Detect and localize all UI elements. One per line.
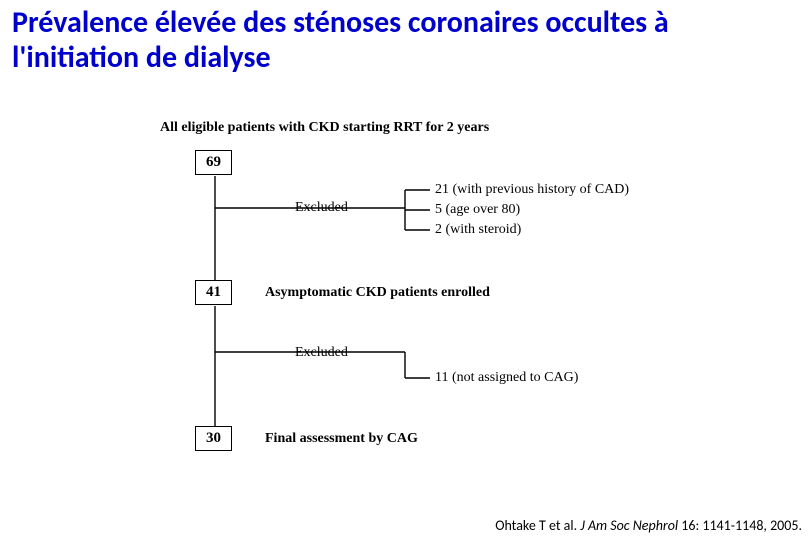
- citation: Ohtake T et al. J Am Soc Nephrol 16: 114…: [495, 517, 802, 534]
- citation-rest: 16: 1141-1148, 2005.: [678, 517, 802, 534]
- citation-journal: J Am Soc Nephrol: [580, 517, 678, 534]
- page-title: Prévalence élevée des sténoses coronaire…: [12, 6, 772, 75]
- flow-diagram: All eligible patients with CKD starting …: [145, 120, 675, 490]
- flow-lines: [145, 120, 675, 490]
- citation-author: Ohtake T et al.: [495, 517, 577, 534]
